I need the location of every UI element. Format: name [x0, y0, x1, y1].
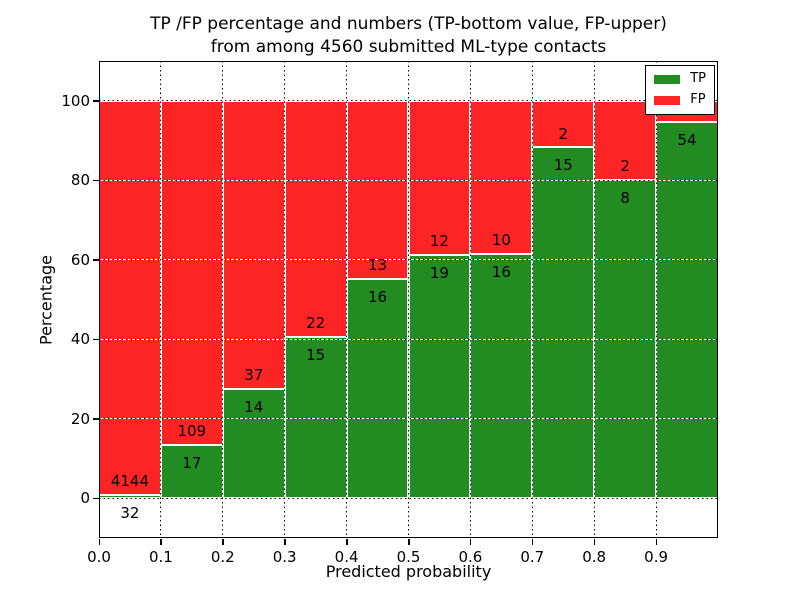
bar-fp-segment: [346, 100, 409, 279]
x-tick-mark: [222, 539, 224, 545]
bar-fp-count-label: 4144: [110, 472, 150, 491]
x-axis-label: Predicted probability: [325, 562, 492, 581]
v-gridline: [222, 61, 224, 538]
x-tick-label: 0.1: [148, 548, 173, 566]
chart-title: TP /FP percentage and numbers (TP-bottom…: [99, 13, 718, 59]
x-tick-label: 0.4: [334, 548, 359, 566]
v-gridline: [346, 61, 348, 538]
x-tick-label: 0.6: [458, 548, 483, 566]
x-tick-label: 0.9: [644, 548, 669, 566]
bar-fp-count-label: 10: [491, 230, 511, 249]
x-tick-mark: [98, 539, 100, 545]
y-tick-mark: [93, 100, 99, 102]
bar-fp-count-label: 22: [306, 314, 326, 333]
bar-tp-count-label: 32: [120, 504, 140, 523]
x-tick-mark: [346, 539, 348, 545]
v-gridline: [160, 61, 162, 538]
legend: TP FP: [645, 65, 715, 115]
y-tick-label: 100: [61, 91, 90, 110]
bar-tp-segment: [470, 253, 533, 499]
chart-title-line2: from among 4560 submitted ML-type contac…: [210, 37, 607, 57]
bar-tp-count-label: 16: [368, 287, 388, 306]
chart-title-line1: TP /FP percentage and numbers (TP-bottom…: [150, 14, 667, 34]
x-tick-label: 0.7: [520, 548, 545, 566]
bar-tp-count-label: 14: [244, 398, 264, 417]
bar-tp-segment: [656, 121, 718, 499]
bar-tp-segment: [160, 444, 223, 499]
legend-swatch-tp-icon: [654, 74, 681, 84]
x-tick-label: 0.0: [87, 548, 111, 566]
bar-fp-segment: [284, 100, 347, 338]
legend-label-tp: TP: [690, 71, 706, 86]
y-tick-mark: [93, 179, 99, 182]
y-tick-mark: [93, 259, 99, 261]
bar-tp-count-label: 15: [306, 345, 326, 364]
legend-item-fp: FP: [654, 93, 706, 107]
bar-tp-segment: [532, 147, 595, 499]
plot-area: TP FP 4144 32 109 17 37 14 22 15 13 16 12 19 10 16 2 15…: [99, 61, 718, 538]
v-gridline: [408, 61, 409, 538]
x-tick-mark: [408, 539, 410, 545]
bar-fp-count-label: 109: [177, 421, 207, 440]
bar-tp-segment: [346, 278, 409, 499]
x-tick-mark: [469, 539, 472, 545]
v-gridline: [593, 61, 595, 538]
bar-tp-segment: [408, 254, 471, 499]
bar-tp-count-label: 17: [182, 453, 202, 472]
bar-fp-count-label: 37: [244, 366, 264, 385]
x-tick-mark: [593, 539, 596, 545]
x-tick-label: 0.3: [272, 548, 297, 566]
v-gridline: [531, 61, 533, 538]
legend-item-tp: TP: [654, 72, 706, 86]
bar-tp-count-label: 19: [429, 263, 449, 282]
bar-fp-count-label: 2: [620, 157, 630, 176]
y-tick-label: 0: [80, 489, 90, 508]
bar-fp-segment: [99, 100, 161, 496]
y-tick-label: 40: [70, 330, 90, 349]
v-gridline: [655, 61, 657, 538]
bar-fp-count-label: 13: [368, 256, 388, 275]
y-tick-mark: [93, 338, 99, 341]
x-tick-mark: [531, 539, 534, 545]
legend-swatch-fp-icon: [654, 95, 681, 105]
x-tick-label: 0.5: [396, 548, 421, 566]
x-tick-mark: [284, 539, 286, 545]
legend-label-fp: FP: [690, 92, 706, 107]
bar-tp-count-label: 8: [620, 189, 630, 208]
bar-fp-count-label: 2: [558, 124, 569, 143]
x-tick-mark: [655, 539, 658, 545]
v-gridline: [469, 61, 471, 538]
x-tick-label: 0.8: [582, 548, 607, 566]
y-tick-mark: [93, 497, 99, 500]
bar-tp-count-label: 16: [491, 262, 511, 281]
bar-fp-count-label: 12: [429, 231, 449, 250]
bar-fp-segment: [160, 100, 223, 445]
bar-tp-count-label: 15: [553, 156, 573, 175]
v-gridline: [284, 61, 286, 538]
x-tick-mark: [160, 539, 162, 545]
bar-fp-segment: [222, 100, 285, 390]
y-tick-label: 60: [70, 250, 90, 269]
x-tick-label: 0.2: [210, 548, 235, 566]
y-tick-label: 80: [70, 171, 90, 190]
bar-tp-count-label: 54: [677, 130, 697, 149]
y-tick-label: 20: [70, 409, 90, 428]
y-tick-mark: [93, 418, 99, 420]
